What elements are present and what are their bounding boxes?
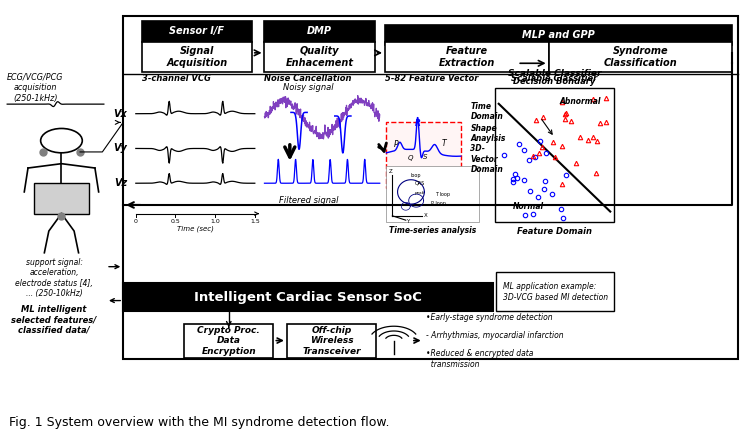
Bar <box>184 324 274 358</box>
Text: Scalable Classifier: Scalable Classifier <box>512 74 598 82</box>
Text: Shape
Anaylsis: Shape Anaylsis <box>470 123 506 143</box>
Text: P: P <box>394 140 398 149</box>
Bar <box>142 41 252 72</box>
Text: Scalable Classifier: Scalable Classifier <box>508 69 602 78</box>
Text: ECG/VCG/PCG
acquisition
(250-1kHz): ECG/VCG/PCG acquisition (250-1kHz) <box>8 73 64 102</box>
Bar <box>265 41 374 72</box>
Text: P loop: P loop <box>431 201 446 206</box>
Bar <box>123 283 493 311</box>
Text: MLP and GPP: MLP and GPP <box>522 30 595 40</box>
Text: Y: Y <box>406 219 409 224</box>
Text: Filtered signal: Filtered signal <box>278 196 338 205</box>
Text: 5-82 Feature Vector: 5-82 Feature Vector <box>385 74 478 82</box>
Text: Fig. 1 System overview with the MI syndrome detection flow.: Fig. 1 System overview with the MI syndr… <box>10 416 390 429</box>
Bar <box>386 166 479 222</box>
Text: Off-chip
Wireless
Transceiver: Off-chip Wireless Transceiver <box>302 326 361 356</box>
Bar <box>386 123 460 187</box>
Bar <box>385 41 548 72</box>
Text: •Reduced & encrypted data
  transmission: •Reduced & encrypted data transmission <box>426 349 533 369</box>
Text: Noise Cancellation: Noise Cancellation <box>265 74 352 82</box>
Text: Time (sec): Time (sec) <box>177 226 214 232</box>
Bar <box>496 272 614 311</box>
Text: Time-series analysis: Time-series analysis <box>389 226 476 235</box>
Bar <box>548 41 732 72</box>
Text: Q: Q <box>408 155 414 161</box>
Text: Sensor I/F: Sensor I/F <box>170 26 224 36</box>
Text: peak: peak <box>415 191 424 195</box>
Text: loop: loop <box>411 173 422 178</box>
Text: Vy: Vy <box>113 143 127 153</box>
Text: ML intelligent
selected features/
classified data/: ML intelligent selected features/ classi… <box>11 305 97 335</box>
Text: Syndrome
Classification: Syndrome Classification <box>604 46 677 68</box>
Text: 3-channel VCG: 3-channel VCG <box>142 74 211 82</box>
Text: Vx: Vx <box>113 109 127 119</box>
Text: Feature Domain: Feature Domain <box>517 227 592 235</box>
Text: T: T <box>441 139 446 148</box>
Text: Feature
Extraction: Feature Extraction <box>439 46 495 68</box>
Text: Noisy signal: Noisy signal <box>283 83 334 92</box>
Text: Vz: Vz <box>114 178 127 188</box>
Text: Time
Domain: Time Domain <box>470 102 503 121</box>
Text: Signal
Acquisition: Signal Acquisition <box>166 46 227 68</box>
Text: ML application example:
3D-VCG based MI detection: ML application example: 3D-VCG based MI … <box>503 282 608 302</box>
Text: •Early-stage syndrome detection: •Early-stage syndrome detection <box>426 313 553 322</box>
Circle shape <box>40 129 82 153</box>
Bar <box>495 88 614 222</box>
Text: - Arrhythmias, myocardial infarction: - Arrhythmias, myocardial infarction <box>426 331 563 340</box>
Text: support signal:
acceleration,
electrode status [4],
... (250-10kHz): support signal: acceleration, electrode … <box>15 258 93 298</box>
Text: Z: Z <box>388 169 392 174</box>
Text: 1.5: 1.5 <box>250 219 259 224</box>
Text: 0: 0 <box>134 219 138 224</box>
Text: Abnormal: Abnormal <box>560 97 602 106</box>
Text: X: X <box>424 213 427 218</box>
Text: 1.0: 1.0 <box>210 219 220 224</box>
Bar <box>265 21 374 41</box>
Bar <box>385 24 732 45</box>
Text: DMP: DMP <box>307 26 332 36</box>
Bar <box>123 16 738 359</box>
Bar <box>142 21 252 41</box>
Text: S: S <box>423 154 427 160</box>
Text: T loop: T loop <box>435 192 450 197</box>
Bar <box>34 183 89 214</box>
Text: Quality
Enhacement: Quality Enhacement <box>286 46 353 68</box>
Text: 0.5: 0.5 <box>170 219 180 224</box>
Text: Decision Bondary: Decision Bondary <box>513 78 596 86</box>
Bar <box>286 324 376 358</box>
Text: QRS: QRS <box>415 181 425 186</box>
Text: 3D-
Vector
Domain: 3D- Vector Domain <box>470 144 503 174</box>
Text: Crypto Proc.
Data
Encryption: Crypto Proc. Data Encryption <box>197 326 260 356</box>
Text: Normal: Normal <box>513 202 544 211</box>
Text: R: R <box>415 119 421 128</box>
Text: Intelligent Cardiac Sensor SoC: Intelligent Cardiac Sensor SoC <box>194 291 422 304</box>
